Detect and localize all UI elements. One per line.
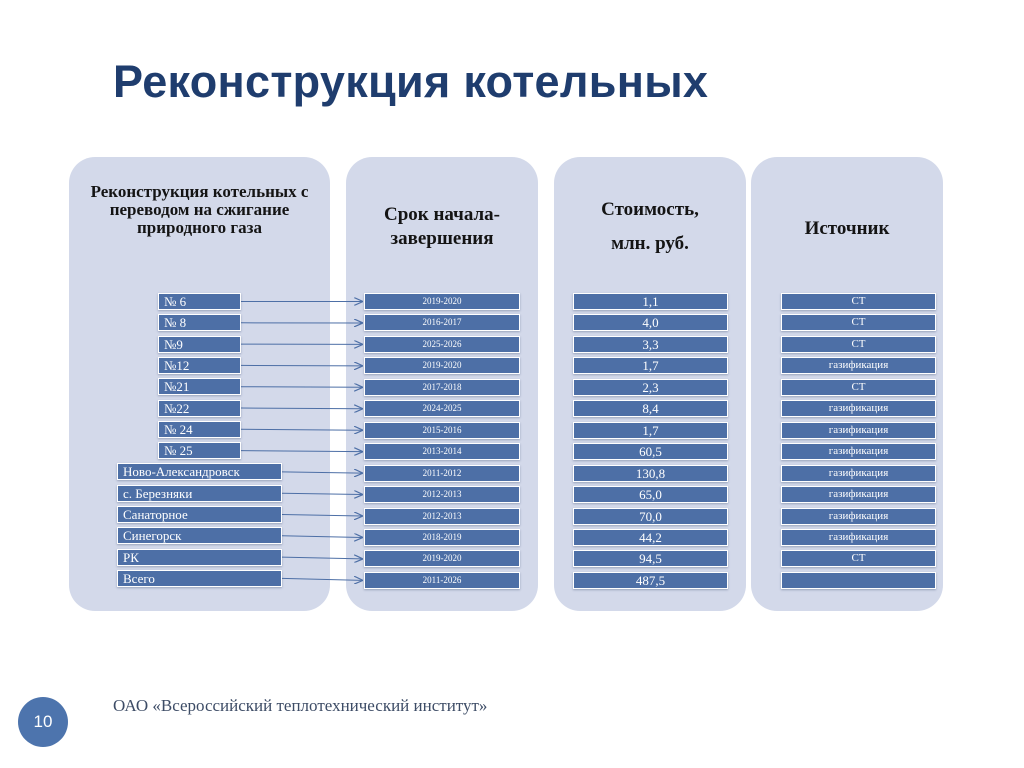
period-box: 2011-2026 <box>364 571 520 589</box>
period-box: 2017-2018 <box>364 378 520 396</box>
footer-organization: ОАО «Всероссийский теплотехнический инст… <box>113 696 488 715</box>
cost-box: 2,3 <box>573 378 728 396</box>
cost-box: 70,0 <box>573 507 728 525</box>
period-box: 2019-2020 <box>364 293 520 310</box>
cost-box: 1,1 <box>573 293 728 310</box>
object-label: №22 <box>158 399 241 417</box>
cost-box: 1,7 <box>573 421 728 439</box>
source-box: газификация <box>781 528 936 546</box>
object-label: Ново-Александровск <box>117 463 282 481</box>
source-box: газификация <box>781 443 936 461</box>
period-box: 2019-2020 <box>364 357 520 375</box>
cost-box: 65,0 <box>573 486 728 504</box>
period-box: 2011-2012 <box>364 464 520 482</box>
source-box: газификация <box>781 400 936 418</box>
period-box: 2018-2019 <box>364 528 520 546</box>
period-box: 2012-2013 <box>364 486 520 504</box>
cost-box: 44,2 <box>573 528 728 546</box>
cost-column-header-line2: млн. руб. <box>611 233 689 254</box>
object-label: с. Березняки <box>117 484 282 502</box>
object-label: Синегорск <box>117 527 282 545</box>
source-box: СТ <box>781 335 936 353</box>
source-box <box>781 571 936 589</box>
period-box: 2015-2016 <box>364 421 520 439</box>
object-label: № 25 <box>158 442 241 460</box>
object-label: №9 <box>158 335 241 353</box>
object-label: №12 <box>158 356 241 374</box>
cost-box: 487,5 <box>573 571 728 589</box>
source-column-header: Источник <box>804 218 890 239</box>
object-label: № 8 <box>158 314 241 332</box>
source-box: газификация <box>781 357 936 375</box>
period-box: 2012-2013 <box>364 507 520 525</box>
period-box: 2024-2025 <box>364 400 520 418</box>
objects-column-header: Реконструкция котельных с переводом на с… <box>90 182 309 237</box>
cost-box: 60,5 <box>573 443 728 461</box>
object-label: РК <box>117 548 282 566</box>
source-box: СТ <box>781 550 936 568</box>
period-box: 2016-2017 <box>364 314 520 332</box>
source-box: газификация <box>781 507 936 525</box>
period-box: 2019-2020 <box>364 550 520 568</box>
cost-box: 1,7 <box>573 357 728 375</box>
object-label: Всего <box>117 569 282 587</box>
source-box: газификация <box>781 421 936 439</box>
cost-box: 130,8 <box>573 464 728 482</box>
source-box: СТ <box>781 293 936 310</box>
cost-box: 8,4 <box>573 400 728 418</box>
page-number-badge: 10 <box>18 697 68 747</box>
cost-box: 3,3 <box>573 335 728 353</box>
object-label: №21 <box>158 378 241 396</box>
cost-box: 94,5 <box>573 550 728 568</box>
cost-column-header-line1: Стоимость, <box>601 199 699 220</box>
source-box: газификация <box>781 486 936 504</box>
object-label: № 24 <box>158 420 241 438</box>
cost-box: 4,0 <box>573 314 728 332</box>
period-column-header: Срок начала-завершения <box>383 204 501 249</box>
object-label: Санаторное <box>117 506 282 523</box>
source-box: СТ <box>781 378 936 396</box>
object-label: № 6 <box>158 293 241 310</box>
period-box: 2013-2014 <box>364 443 520 461</box>
period-box: 2025-2026 <box>364 335 520 353</box>
source-box: СТ <box>781 314 936 332</box>
slide-title: Реконструкция котельных <box>113 56 709 107</box>
source-box: газификация <box>781 464 936 482</box>
